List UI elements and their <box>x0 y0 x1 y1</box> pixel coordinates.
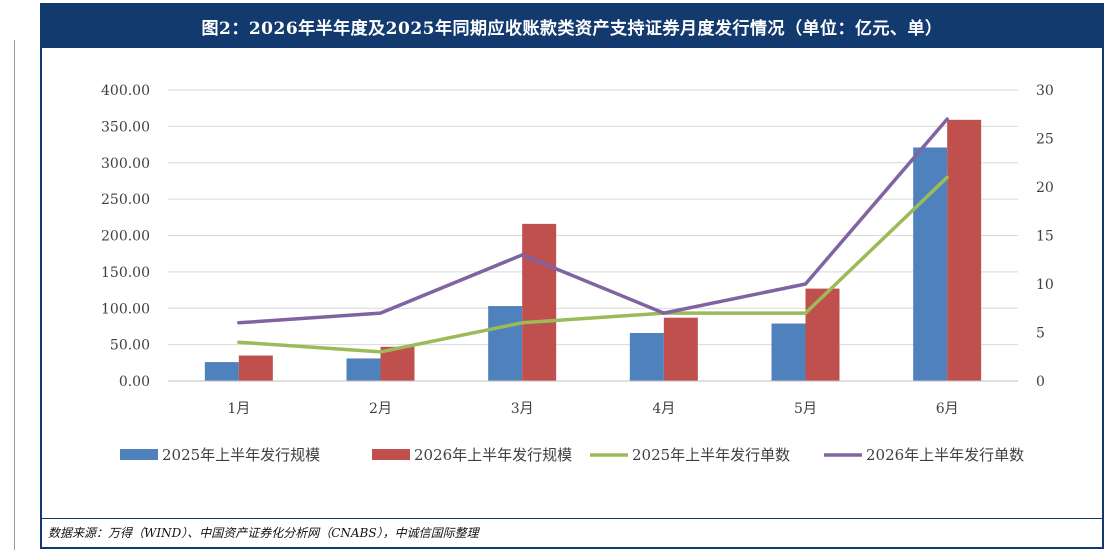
y-right-tick-label: 25 <box>1036 132 1054 148</box>
y-left-tick-label: 400.00 <box>101 83 150 99</box>
line-series <box>237 117 949 354</box>
y-left-tick-label: 200.00 <box>101 229 150 245</box>
y-left-tick-label: 0.00 <box>119 374 150 390</box>
y-right-tick-label: 20 <box>1036 180 1054 196</box>
gridlines <box>168 89 1018 346</box>
legend-swatch <box>120 449 158 460</box>
y-left-tick-label: 100.00 <box>101 301 150 317</box>
bar <box>346 358 381 381</box>
y-left-tick-label: 350.00 <box>101 119 150 135</box>
legend-label: 2025年上半年发行单数 <box>632 446 790 464</box>
series-line <box>237 117 949 325</box>
bar <box>488 306 523 381</box>
bar <box>805 288 840 381</box>
source-divider <box>42 518 1102 519</box>
legend-label: 2026年上半年发行规模 <box>414 446 572 464</box>
x-tick-label: 4月 <box>652 401 675 417</box>
bar <box>663 317 698 381</box>
legend-label: 2026年上半年发行单数 <box>866 446 1024 464</box>
bar <box>771 323 806 381</box>
x-tick-label: 2月 <box>369 401 392 417</box>
y-right-tick-label: 0 <box>1036 374 1045 390</box>
bar <box>204 362 239 381</box>
data-source-note: 数据来源：万得（WIND）、中国资产证券化分析网（CNABS），中诚信国际整理 <box>48 526 479 540</box>
x-tick-label: 1月 <box>227 401 250 417</box>
y-left-tick-label: 250.00 <box>101 192 150 208</box>
combo-chart: 0.00 50.00 100.00 150.00 200.00 250.00 300.00 3… <box>101 83 1054 464</box>
series-line <box>237 175 949 354</box>
bar <box>238 355 273 381</box>
legend-label: 2025年上半年发行规模 <box>162 446 320 464</box>
bar <box>947 119 982 381</box>
chart-area: 0.00 50.00 100.00 150.00 200.00 250.00 300.00 3… <box>42 48 1102 516</box>
bar <box>522 223 557 381</box>
figure-frame: 图2：2026年半年度及2025年同期应收账款类资产支持证券月度发行情况（单位：… <box>40 3 1104 549</box>
page-left-rule <box>14 40 15 550</box>
legend: 2025年上半年发行规模 2026年上半年发行规模 2025年上半年发行单数 2026… <box>120 446 1024 464</box>
bar <box>629 332 664 381</box>
legend-swatch <box>372 449 410 460</box>
y-right-tick-label: 30 <box>1036 83 1054 99</box>
y-left-tick-label: 50.00 <box>110 338 150 354</box>
figure-title: 图2：2026年半年度及2025年同期应收账款类资产支持证券月度发行情况（单位：… <box>201 19 943 39</box>
y-left-tick-label: 300.00 <box>101 156 150 172</box>
bar <box>913 147 948 381</box>
y-right-tick-label: 15 <box>1036 229 1054 245</box>
figure-title-bar: 图2：2026年半年度及2025年同期应收账款类资产支持证券月度发行情况（单位：… <box>42 5 1102 48</box>
y-right-tick-label: 5 <box>1036 326 1045 342</box>
x-tick-label: 6月 <box>936 401 959 417</box>
y-right-tick-label: 10 <box>1036 277 1054 293</box>
y-left-tick-label: 150.00 <box>101 265 150 281</box>
bar-series <box>204 119 982 381</box>
x-tick-label: 5月 <box>794 401 817 417</box>
axes: 0.00 50.00 100.00 150.00 200.00 250.00 300.00 3… <box>101 83 1054 417</box>
x-tick-label: 3月 <box>511 401 534 417</box>
